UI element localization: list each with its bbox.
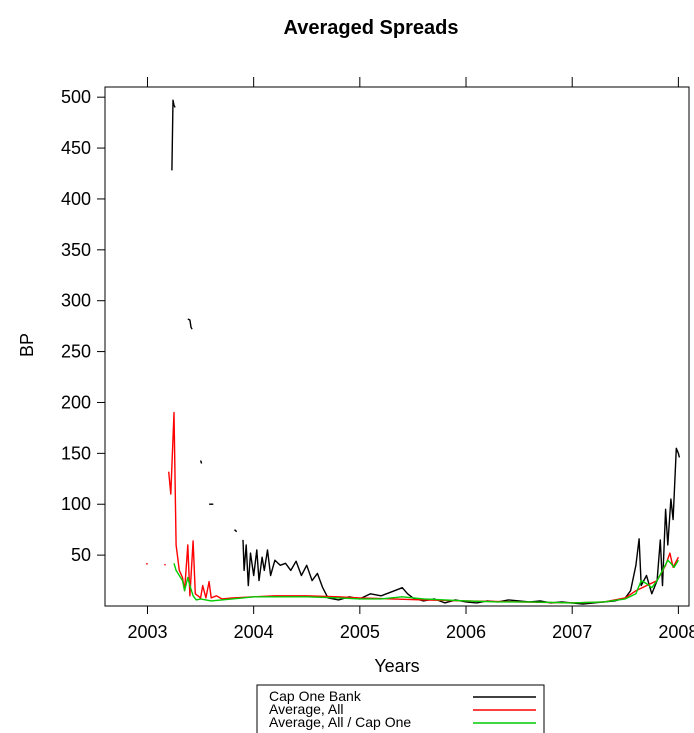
y-tick-label: 150 <box>61 443 91 463</box>
plot-frame <box>104 86 690 607</box>
y-tick-label: 350 <box>61 240 91 260</box>
y-tick-label: 450 <box>61 138 91 158</box>
chart-title: Averaged Spreads <box>284 17 459 39</box>
series-line-0 <box>242 447 681 605</box>
x-axis: 2003 2004 2005 2006 2007 2008 <box>127 606 694 642</box>
y-tick-label: 300 <box>61 291 91 311</box>
x-tick-label: 2008 <box>658 622 694 642</box>
x-axis-label: Years <box>374 656 419 676</box>
legend-box <box>256 684 545 733</box>
y-tick-label: 50 <box>71 545 91 565</box>
series-line-2 <box>173 559 679 604</box>
y-tick-label: 100 <box>61 494 91 514</box>
series-line-1 <box>164 563 166 566</box>
x-tick-label: 2007 <box>552 622 592 642</box>
series-line-0 <box>187 318 193 330</box>
series-line-0 <box>234 529 238 533</box>
y-tick-label: 250 <box>61 342 91 362</box>
series-line-1 <box>168 411 680 604</box>
y-tick-label: 200 <box>61 392 91 412</box>
y-tick-label: 400 <box>61 189 91 209</box>
x-tick-label: 2003 <box>127 622 167 642</box>
y-tick-label: 500 <box>61 87 91 107</box>
plot-lines <box>145 99 681 605</box>
x-tick-label: 2005 <box>340 622 380 642</box>
legend-label: Cap One Bank <box>269 688 362 704</box>
legend-label: Average, All / Cap One <box>269 714 411 730</box>
series-line-1 <box>145 562 148 565</box>
y-axis-label: BP <box>17 333 37 357</box>
y-axis: 50 100 150 200 250 300 350 400 450 500 <box>61 87 105 565</box>
series-line-0 <box>171 99 176 171</box>
legend-label: Average, All <box>269 701 343 717</box>
x-tick-label: 2006 <box>446 622 486 642</box>
x-tick-label: 2004 <box>234 622 274 642</box>
x-axis-top-ticks <box>146 77 679 87</box>
series-line-0 <box>199 460 203 464</box>
